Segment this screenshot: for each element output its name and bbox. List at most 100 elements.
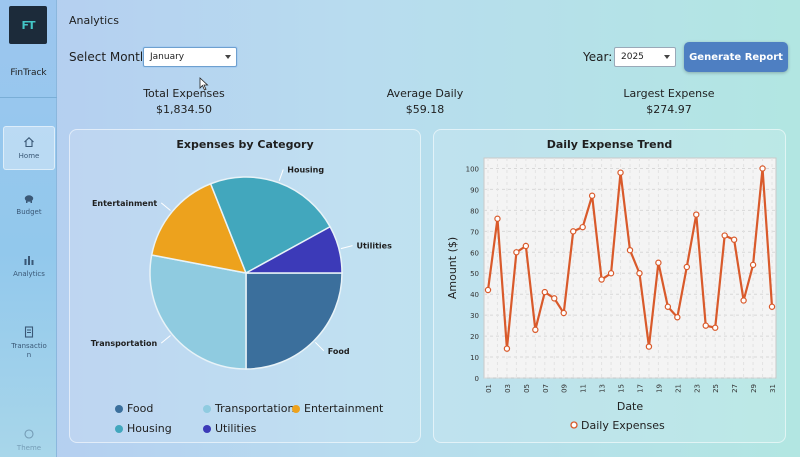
x-tick-label: 21 <box>674 384 682 393</box>
sidebar-item-analytics[interactable]: Analytics <box>3 244 55 288</box>
data-point <box>551 295 558 302</box>
sidebar-item-label: Home <box>18 152 40 160</box>
stat-value: $1,834.50 <box>156 103 212 116</box>
legend-item-transportation: Transportation <box>203 402 294 415</box>
stat-largest-expense: Largest Expense $274.97 <box>589 87 749 116</box>
pie-label-leader <box>340 245 353 250</box>
data-point <box>655 259 662 266</box>
pie-label-leader <box>278 169 284 181</box>
legend-swatch <box>203 404 211 413</box>
sidebar: FT FinTrack Home Budget Analytics Transa… <box>0 0 57 457</box>
y-tick-label: 60 <box>470 249 479 257</box>
x-tick-label: 31 <box>769 384 777 393</box>
sidebar-item-label: Analytics <box>13 270 45 278</box>
data-point <box>636 270 643 277</box>
data-point <box>588 192 596 199</box>
pie-chart: Food Transportation Entertainment Housing Ut… <box>91 166 392 370</box>
year-select[interactable]: 2025 <box>614 47 676 67</box>
year-select-value: 2025 <box>621 52 644 62</box>
chevron-down-icon <box>225 55 231 59</box>
sidebar-item-theme[interactable]: Theme <box>3 418 55 457</box>
data-point <box>712 324 719 331</box>
data-point <box>768 303 776 310</box>
data-point <box>674 314 681 321</box>
pie-label-transportation: Transportation <box>91 339 158 348</box>
legend-label: Food <box>127 402 154 415</box>
legend-swatch <box>292 404 300 413</box>
pie-label-food: Food <box>328 347 350 356</box>
y-tick-label: 40 <box>470 291 479 299</box>
x-tick-label: 25 <box>712 384 720 393</box>
legend-item-entertainment: Entertainment <box>292 402 383 415</box>
stat-title: Largest Expense <box>623 87 715 100</box>
legend-swatch <box>570 421 578 429</box>
data-point <box>759 165 766 172</box>
data-point <box>579 223 586 231</box>
x-tick-label: 01 <box>485 384 493 393</box>
app-logo: FT <box>9 6 47 44</box>
y-tick-label: 50 <box>470 270 479 278</box>
legend-item-food: Food <box>115 402 153 415</box>
x-tick-label: 15 <box>618 384 626 393</box>
legend-swatch <box>203 424 211 433</box>
legend-label: Entertainment <box>304 402 384 415</box>
pie-slice-utilities <box>245 225 343 274</box>
legend-label: Daily Expenses <box>581 419 665 432</box>
x-tick-label: 03 <box>504 384 512 393</box>
y-tick-label: 80 <box>470 207 479 215</box>
data-point <box>503 345 511 352</box>
chevron-down-icon <box>664 55 670 59</box>
sidebar-item-budget[interactable]: Budget <box>3 182 55 226</box>
y-tick-label: 30 <box>470 312 479 320</box>
stat-total-expenses: Total Expenses $1,834.50 <box>104 87 264 116</box>
data-point <box>693 211 700 218</box>
month-label: Select Month: <box>69 50 152 64</box>
data-point <box>522 242 530 250</box>
generate-report-button[interactable]: Generate Report <box>684 42 788 72</box>
x-tick-label: 09 <box>561 384 569 393</box>
data-point <box>560 309 567 317</box>
home-icon <box>24 137 34 148</box>
category-chart-panel: Expenses by Category Food Transportation E… <box>69 129 421 443</box>
x-tick-label: 27 <box>731 384 739 393</box>
month-select[interactable]: January <box>143 47 237 67</box>
pie-slice-housing <box>209 176 332 275</box>
data-point <box>626 246 634 254</box>
x-tick-label: 29 <box>750 384 758 393</box>
legend-label: Housing <box>127 422 172 435</box>
y-axis-label: Amount ($) <box>446 237 459 299</box>
page-title: Analytics <box>69 14 119 27</box>
pie-label-leader <box>314 341 325 352</box>
sidebar-item-label: Theme <box>16 444 42 452</box>
y-tick-label: 10 <box>470 354 479 362</box>
theme-icon <box>24 429 34 439</box>
sidebar-item-label: Transactio n <box>11 342 47 359</box>
stat-value: $274.97 <box>646 103 692 116</box>
sidebar-divider <box>0 97 57 98</box>
data-point <box>683 263 690 271</box>
data-point <box>645 343 653 350</box>
pie-label-leader <box>160 335 171 344</box>
legend-swatch <box>115 424 123 433</box>
sidebar-item-transactions[interactable]: Transactio n <box>3 318 55 368</box>
sidebar-item-home[interactable]: Home <box>3 126 55 170</box>
legend-swatch <box>115 404 123 413</box>
month-select-value: January <box>150 52 185 62</box>
chart-title: Daily Expense Trend <box>546 138 673 151</box>
y-tick-label: 70 <box>470 228 479 236</box>
mouse-cursor-icon <box>199 77 209 91</box>
daily-trend-chart-panel: Daily Expense Trend 0 10 20 30 40 50 60 70 80 90 1… <box>433 129 786 443</box>
x-tick-label: 19 <box>655 384 663 393</box>
stat-title: Average Daily <box>386 87 464 100</box>
x-tick-label: 23 <box>693 384 701 393</box>
x-tick-label: 17 <box>636 384 644 393</box>
piggy-bank-icon <box>24 195 34 203</box>
data-point <box>513 249 520 256</box>
y-tick-label: 0 <box>475 375 479 383</box>
x-tick-label: 11 <box>580 384 588 393</box>
y-tick-label: 20 <box>470 333 479 341</box>
x-tick-label: 13 <box>599 384 607 393</box>
y-tick-label: 100 <box>466 165 479 173</box>
data-point <box>617 169 624 176</box>
app-name: FinTrack <box>10 68 47 78</box>
